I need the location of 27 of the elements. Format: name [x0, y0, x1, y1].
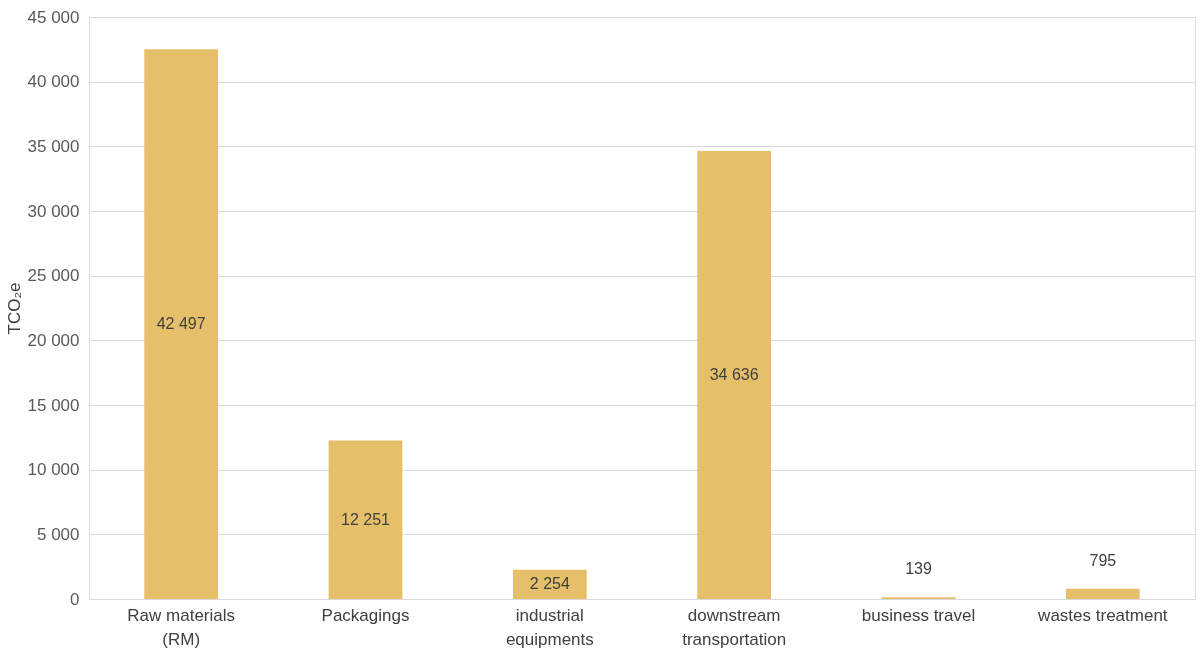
bar — [1065, 588, 1140, 599]
y-tick-label: 25 000 — [27, 266, 80, 286]
x-tick-label: downstream transportation — [682, 605, 787, 649]
y-tick-label: 15 000 — [27, 395, 80, 415]
y-tick-label: 40 000 — [27, 72, 80, 92]
data-label: 42 497 — [156, 315, 206, 333]
data-label: 139 — [905, 560, 932, 578]
y-tick-label: 45 000 — [27, 7, 80, 27]
y-tick-label: 10 000 — [27, 460, 80, 480]
x-tick-label: industrial equipments — [505, 605, 594, 649]
x-tick-label: wastes treatment — [1037, 605, 1168, 625]
x-tick-label: Raw materials (RM) — [127, 605, 236, 649]
data-label: 12 251 — [341, 510, 391, 528]
data-label: 34 636 — [709, 366, 759, 384]
bar — [328, 440, 403, 599]
bar — [697, 151, 772, 599]
y-tick-label: 0 — [70, 589, 80, 609]
y-tick-label: 30 000 — [27, 201, 80, 221]
y-axis-title: TCO₂e — [4, 282, 24, 335]
bar — [144, 49, 219, 599]
y-tick-label: 35 000 — [27, 136, 80, 156]
data-label: 795 — [1089, 551, 1117, 569]
x-tick-label: Packagings — [321, 605, 410, 625]
y-tick-label: 5 000 — [36, 524, 80, 544]
x-tick-label: business travel — [861, 605, 976, 625]
y-tick-label: 20 000 — [27, 330, 80, 350]
data-label: 2 254 — [529, 575, 570, 593]
